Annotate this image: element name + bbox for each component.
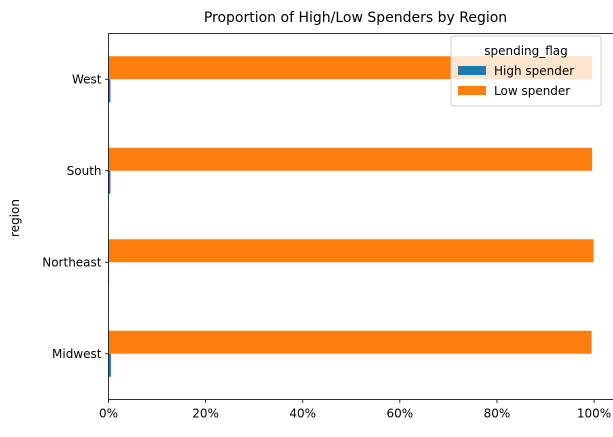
x-tick-label-5: 100% [577, 407, 611, 421]
y-axis-ticks: Midwest Northeast South West [42, 72, 108, 361]
bar-low-spender-midwest [109, 331, 592, 354]
y-tick-label-south: South [67, 164, 102, 178]
x-tick-label-4: 80% [484, 407, 511, 421]
y-tick-label-midwest: Midwest [52, 347, 102, 361]
legend-label-high-spender: High spender [494, 64, 574, 78]
y-tick-label-northeast: Northeast [42, 255, 102, 269]
x-tick-label-2: 40% [289, 407, 316, 421]
legend-title: spending_flag [484, 44, 568, 58]
legend-swatch-low-spender [458, 86, 486, 95]
legend-swatch-high-spender [458, 66, 486, 75]
bar-low-spender-south [109, 148, 593, 171]
legend-label-low-spender: Low spender [494, 84, 570, 98]
legend: spending_flag High spender Low spender [451, 36, 601, 106]
x-tick-label-1: 20% [192, 407, 219, 421]
y-axis-label: region [8, 199, 22, 237]
bar-low-spender-northeast [109, 239, 594, 262]
chart-title: Proportion of High/Low Spenders by Regio… [204, 10, 507, 26]
x-axis-ticks: 0% 20% 40% 60% 80% 100% [99, 400, 611, 421]
x-tick-label-0: 0% [99, 407, 118, 421]
y-tick-label-west: West [72, 72, 102, 86]
x-tick-label-3: 60% [387, 407, 414, 421]
